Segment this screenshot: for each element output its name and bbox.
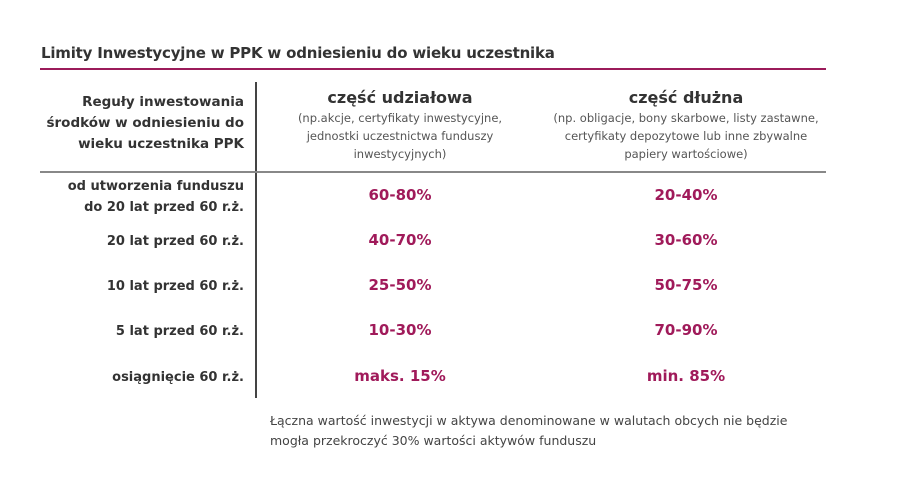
- row-label: 10 lat przed 60 r.ż.: [106, 279, 244, 294]
- row-label: osiągnięcie 60 r.ż.: [112, 370, 244, 385]
- debt-value: 70-90%: [654, 321, 718, 339]
- equity-value: maks. 15%: [354, 367, 446, 385]
- equity-value: 10-30%: [368, 321, 432, 339]
- equity-subtitle-line: (np.akcje, certyfikaty inwestycyjne,: [297, 111, 503, 125]
- debt-value: 30-60%: [654, 231, 718, 249]
- debt-column-header: część dłużna (np. obligacje, bony skarbo…: [540, 88, 832, 163]
- footnote: Łączna wartość inwestycji w aktywa denom…: [270, 411, 850, 451]
- vertical-divider: [255, 82, 257, 398]
- debt-value: 20-40%: [654, 186, 718, 204]
- row-label: 5 lat przed 60 r.ż.: [115, 324, 244, 339]
- equity-value: 40-70%: [368, 231, 432, 249]
- rules-column-header: Reguły inwestowania środków w odniesieni…: [40, 92, 244, 155]
- equity-subtitle-line: inwestycyjnych): [353, 147, 447, 161]
- page-title: Limity Inwestycyjne w PPK w odniesieniu …: [41, 44, 555, 62]
- debt-subtitle-line: certyfikaty depozytowe lub inne zbywalne: [564, 129, 808, 143]
- row-label-line: do 20 lat przed 60 r.ż.: [84, 200, 244, 215]
- rules-header-line: środków w odniesieniu do: [46, 115, 244, 131]
- debt-subtitle-line: (np. obligacje, bony skarbowe, listy zas…: [553, 111, 819, 125]
- debt-value: min. 85%: [646, 367, 726, 385]
- equity-column-header: część udziałowa (np.akcje, certyfikaty i…: [290, 88, 510, 163]
- row-label: od utworzenia funduszu do 20 lat przed 6…: [40, 176, 244, 218]
- equity-subtitle-line: jednostki uczestnictwa funduszy: [306, 129, 494, 143]
- equity-value: 60-80%: [368, 186, 432, 204]
- rules-header-line: Reguły inwestowania: [82, 94, 244, 110]
- footnote-line: mogła przekroczyć 30% wartości aktywów f…: [270, 433, 597, 448]
- row-label: 20 lat przed 60 r.ż.: [106, 234, 244, 249]
- row-label-line: od utworzenia funduszu: [67, 179, 244, 194]
- footnote-line: Łączna wartość inwestycji w aktywa denom…: [270, 413, 788, 428]
- equity-title: część udziałowa: [327, 88, 473, 107]
- debt-title: część dłużna: [628, 88, 744, 107]
- title-underline: [40, 68, 826, 70]
- header-divider: [40, 171, 826, 173]
- debt-value: 50-75%: [654, 276, 718, 294]
- equity-value: 25-50%: [368, 276, 432, 294]
- debt-subtitle-line: papiery wartościowe): [624, 147, 748, 161]
- rules-header-line: wieku uczestnika PPK: [78, 136, 244, 152]
